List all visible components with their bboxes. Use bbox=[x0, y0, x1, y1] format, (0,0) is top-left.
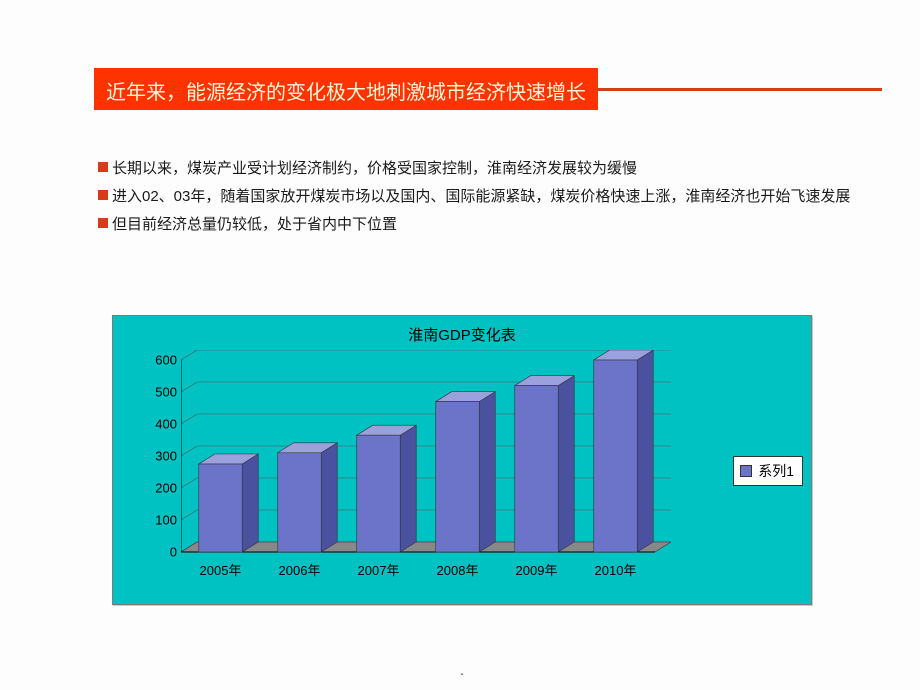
legend-swatch bbox=[740, 465, 752, 477]
x-tick: 2008年 bbox=[437, 560, 479, 579]
chart-legend: 系列1 bbox=[733, 456, 803, 486]
y-tick: 600 bbox=[155, 353, 177, 368]
x-tick: 2010年 bbox=[595, 560, 637, 579]
bullet-icon bbox=[98, 190, 108, 200]
legend-label: 系列1 bbox=[758, 461, 794, 481]
bullet-item: 但目前经济总量仍较低，处于省内中下位置 bbox=[98, 211, 860, 239]
x-tick: 2006年 bbox=[279, 560, 321, 579]
title-box: 近年来，能源经济的变化极大地刺激城市经济快速增长 bbox=[94, 68, 598, 110]
y-tick: 400 bbox=[155, 417, 177, 432]
page-title: 近年来，能源经济的变化极大地刺激城市经济快速增长 bbox=[106, 82, 586, 104]
x-axis-labels: 2005年 2006年 2007年 2008年 2009年 2010年 bbox=[181, 560, 671, 580]
bullet-item: 长期以来，煤炭产业受计划经济制约，价格受国家控制，淮南经济发展较为缓慢 bbox=[98, 155, 860, 183]
x-tick: 2009年 bbox=[516, 560, 558, 579]
bullet-icon bbox=[98, 162, 108, 172]
bullet-text: 长期以来，煤炭产业受计划经济制约，价格受国家控制，淮南经济发展较为缓慢 bbox=[112, 160, 637, 177]
y-tick: 500 bbox=[155, 385, 177, 400]
bullet-icon bbox=[98, 218, 108, 228]
chart-body: 0 100 200 300 400 500 600 2005年 2006年 2007年 2008年… bbox=[141, 350, 671, 582]
y-tick: 300 bbox=[155, 449, 177, 464]
gdp-chart: 淮南GDP变化表 0100200300400500600 2005年2006年2… bbox=[112, 315, 812, 605]
y-tick: 100 bbox=[155, 513, 177, 528]
y-tick: 0 bbox=[170, 545, 177, 560]
bullet-text: 进入02、03年，随着国家放开煤炭市场以及国内、国际能源紧缺，煤炭价格快速上涨，… bbox=[112, 188, 850, 205]
header-row: 近年来，能源经济的变化极大地刺激城市经济快速增长 bbox=[94, 68, 882, 110]
footer-dot: . bbox=[460, 662, 464, 678]
bullet-list: 长期以来，煤炭产业受计划经济制约，价格受国家控制，淮南经济发展较为缓慢 进入02… bbox=[98, 155, 860, 238]
plot-area bbox=[181, 350, 671, 558]
x-tick: 2007年 bbox=[358, 560, 400, 579]
bullet-text: 但目前经济总量仍较低，处于省内中下位置 bbox=[112, 216, 397, 233]
title-rule bbox=[597, 88, 882, 110]
y-tick: 200 bbox=[155, 481, 177, 496]
bullet-item: 进入02、03年，随着国家放开煤炭市场以及国内、国际能源紧缺，煤炭价格快速上涨，… bbox=[98, 183, 860, 211]
y-axis-labels: 0 100 200 300 400 500 600 bbox=[141, 350, 179, 558]
x-tick: 2005年 bbox=[200, 560, 242, 579]
chart-title: 淮南GDP变化表 bbox=[113, 316, 811, 345]
